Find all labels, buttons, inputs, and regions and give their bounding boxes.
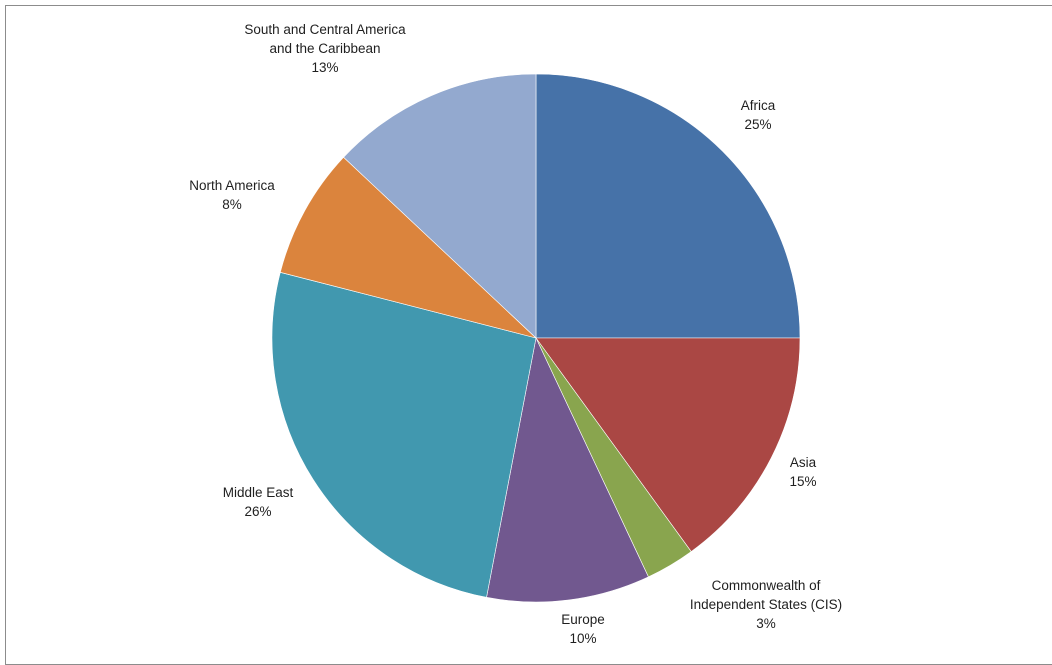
slice-percent: 15%: [789, 474, 816, 489]
pie-slice-europe: [486, 337, 649, 603]
slice-name-line: Independent States (CIS): [690, 597, 842, 612]
slice-name-line: South and Central America: [244, 22, 406, 37]
slice-percent: 3%: [756, 616, 776, 631]
slice-label-south-and-central-america-and-the-caribbean: South and Central America and the Caribbe…: [244, 22, 406, 75]
slice-name-line: Europe: [561, 612, 605, 627]
pie-slices: [271, 73, 801, 603]
slice-name-line: Asia: [790, 455, 817, 470]
slice-name-line: Middle East: [223, 485, 294, 500]
slice-percent: 26%: [244, 504, 271, 519]
slice-name-line: Commonwealth of: [712, 578, 821, 593]
slice-name-line: and the Caribbean: [269, 41, 380, 56]
slice-percent: 10%: [569, 631, 596, 646]
slice-label-commonwealth-of-independent-states-cis: Commonwealth of Independent States (CIS) 3…: [690, 578, 842, 631]
pie-slice-africa: [535, 73, 801, 339]
slice-label-africa: Africa 25%: [741, 98, 776, 132]
pie-slice-middle-east: [271, 271, 537, 598]
slice-label-north-america: North America 8%: [189, 178, 275, 212]
slice-name-line: Africa: [741, 98, 776, 113]
pie-slice-north-america: [279, 156, 537, 339]
pie-slice-south-and-central-america-and-the-caribbean: [343, 73, 537, 339]
slice-name-line: North America: [189, 178, 275, 193]
pie-slice-asia: [535, 337, 801, 552]
slice-percent: 25%: [744, 117, 771, 132]
pie-labels: Africa 25% Asia 15% Commonwealth of Independe…: [189, 22, 842, 646]
slice-label-middle-east: Middle East 26%: [223, 485, 294, 519]
slice-percent: 8%: [222, 197, 242, 212]
slice-percent: 13%: [311, 60, 338, 75]
slice-label-europe: Europe 10%: [561, 612, 605, 646]
slice-label-asia: Asia 15%: [789, 455, 816, 489]
